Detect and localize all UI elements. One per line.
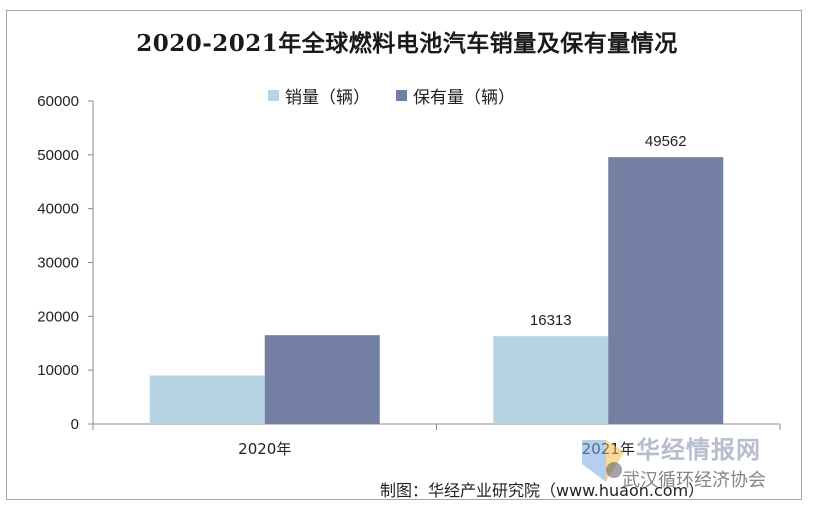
watermark-title: 华经情报网 [636, 436, 761, 464]
source-note: 制图：华经产业研究院（www.huaon.com） [380, 481, 705, 500]
legend-entry-stock: 保有量（辆） [396, 83, 515, 108]
legend-entry-sales: 销量（辆） [268, 83, 370, 108]
y-tick-label: 50000 [37, 147, 79, 164]
x-category-label: 2020年 [238, 440, 291, 458]
y-tick-label: 40000 [37, 201, 79, 218]
legend-swatch-sales [268, 90, 279, 101]
y-tick-label: 10000 [37, 362, 79, 379]
legend-label-sales: 销量（辆） [285, 88, 370, 108]
bar-stock-0 [264, 335, 380, 424]
watermark: 华经情报网 武汉循环经济协会 [572, 430, 802, 496]
y-tick-label: 20000 [37, 308, 79, 325]
y-tick-label: 60000 [37, 93, 79, 110]
data-label: 49562 [645, 133, 687, 150]
legend-swatch-stock [396, 90, 407, 101]
legend: 销量（辆） 保有量（辆） [268, 83, 541, 108]
data-label: 16313 [530, 312, 572, 329]
bar-sales-0 [149, 375, 265, 424]
bar-sales-1 [493, 336, 609, 424]
bar-stock-1 [608, 157, 724, 425]
y-tick-label: 0 [71, 416, 79, 433]
chart-title: 2020-2021年全球燃料电池汽车销量及保有量情况 [136, 30, 678, 57]
watermark-subtitle: 武汉循环经济协会 [622, 470, 766, 491]
watermark-logo-icon [582, 440, 624, 482]
y-tick-label: 30000 [37, 255, 79, 272]
legend-label-stock: 保有量（辆） [413, 88, 515, 108]
